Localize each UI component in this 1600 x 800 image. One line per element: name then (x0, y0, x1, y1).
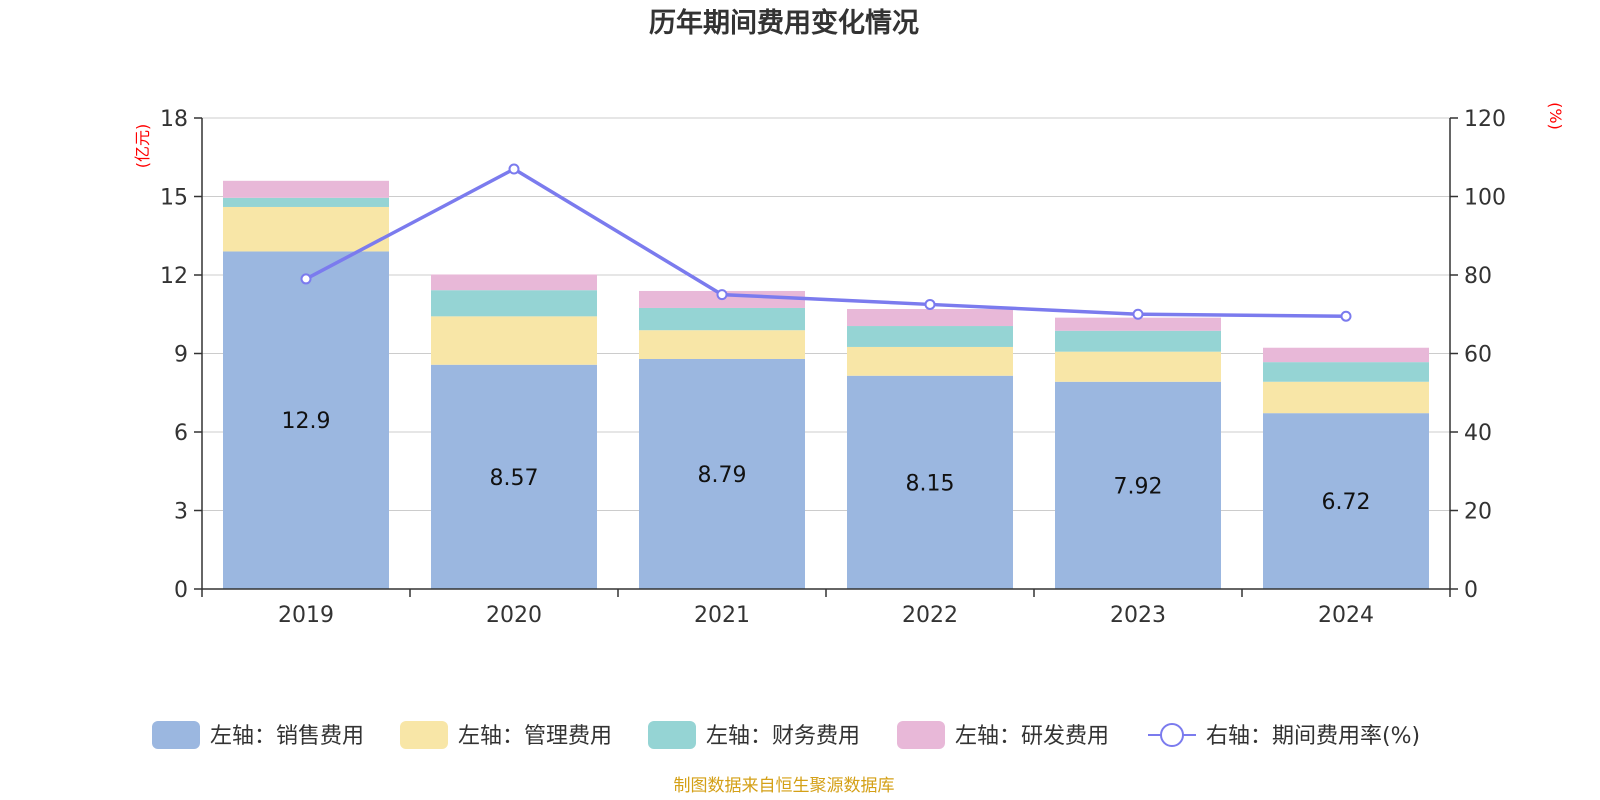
x-axis-tick-label: 2021 (694, 603, 750, 628)
legend-swatch (400, 721, 448, 749)
legend-swatch (897, 721, 945, 749)
left-axis-tick-label: 12 (160, 264, 188, 289)
bar-segment (1055, 330, 1221, 352)
right-axis-unit: (%) (1546, 102, 1565, 130)
legend-label: 左轴：研发费用 (955, 724, 1109, 749)
right-axis-tick-label: 0 (1464, 578, 1478, 603)
chart-title: 历年期间费用变化情况 (649, 7, 919, 39)
source-note: 制图数据来自恒生聚源数据库 (674, 776, 895, 796)
x-axis-tick-label: 2022 (902, 603, 958, 628)
rate-line-point (1340, 310, 1352, 322)
bar-segment (223, 206, 389, 252)
bar-segment (639, 307, 805, 331)
x-axis-tick-label: 2024 (1318, 603, 1374, 628)
bar-segment (1263, 413, 1429, 589)
bar-segment (639, 358, 805, 589)
left-axis-unit: (亿元) (133, 124, 152, 169)
bar-segment (847, 309, 1013, 327)
bar-data-label: 8.15 (906, 471, 955, 496)
bar-segment (639, 330, 805, 359)
bar-segment (1263, 381, 1429, 414)
right-axis-tick-label: 20 (1464, 500, 1492, 525)
bar-segment (431, 364, 597, 589)
legend: 左轴：销售费用 左轴：管理费用 左轴：财务费用 左轴：研发费用 右轴：期间费用率(%) (152, 721, 1420, 749)
rate-line-path (305, 167, 1347, 318)
right-axis-tick-label: 80 (1464, 264, 1492, 289)
left-axis-tick-label: 18 (160, 107, 188, 132)
bar-data-label: 12.9 (282, 409, 331, 434)
rate-line-point (1132, 308, 1144, 320)
x-axis-tick-label: 2019 (278, 603, 334, 628)
bar-segment (1055, 381, 1221, 589)
x-axis-tick-label: 2023 (1110, 603, 1166, 628)
rate-line-point (300, 273, 312, 285)
bar-segment (431, 274, 597, 291)
bars (223, 180, 1429, 589)
bar-segment (847, 375, 1013, 589)
left-axis-tick-label: 0 (174, 578, 188, 603)
bar-segment (1263, 362, 1429, 382)
bar-segment (431, 290, 597, 317)
legend-label: 左轴：财务费用 (706, 724, 860, 749)
bar-segment (1055, 317, 1221, 331)
bar-segment (431, 316, 597, 365)
right-axis-tick-label: 40 (1464, 421, 1492, 446)
bar-data-label: 8.79 (698, 463, 747, 488)
bar-segment (847, 346, 1013, 376)
bar-data-label: 6.72 (1322, 490, 1371, 515)
legend-swatch (648, 721, 696, 749)
legend-swatch (152, 721, 200, 749)
axes: 0 3 6 9 12 15 18 0 20 40 60 80 100 120 2019 2020 2021 202… (160, 107, 1506, 628)
legend-label: 右轴：期间费用率(%) (1206, 724, 1420, 749)
bar-segment (847, 326, 1013, 347)
rate-line-point (924, 298, 936, 310)
bar-data-label: 8.57 (490, 466, 539, 491)
legend-label: 左轴：管理费用 (458, 724, 612, 749)
bar-segment (1263, 347, 1429, 363)
bar-segment (1055, 351, 1221, 382)
left-axis-tick-label: 15 (160, 186, 188, 211)
left-axis-tick-label: 9 (174, 343, 188, 368)
grid-lines (202, 117, 1450, 511)
rate-line-point (508, 163, 520, 175)
legend-label: 左轴：销售费用 (210, 724, 364, 749)
bar-segment (223, 180, 389, 198)
bar-data-label: 7.92 (1114, 474, 1163, 499)
right-axis-tick-label: 100 (1464, 186, 1506, 211)
rate-line (300, 163, 1352, 322)
data-labels: 12.9 8.57 8.79 8.15 7.92 6.72 (282, 409, 1371, 515)
left-axis-tick-label: 3 (174, 500, 188, 525)
x-axis-tick-label: 2020 (486, 603, 542, 628)
bar-segment (223, 251, 389, 589)
right-axis-tick-label: 60 (1464, 343, 1492, 368)
right-axis-tick-label: 120 (1464, 107, 1506, 132)
legend-marker-icon (1160, 723, 1184, 747)
left-axis-tick-label: 6 (174, 421, 188, 446)
rate-line-point (716, 289, 728, 301)
bar-segment (223, 197, 389, 207)
